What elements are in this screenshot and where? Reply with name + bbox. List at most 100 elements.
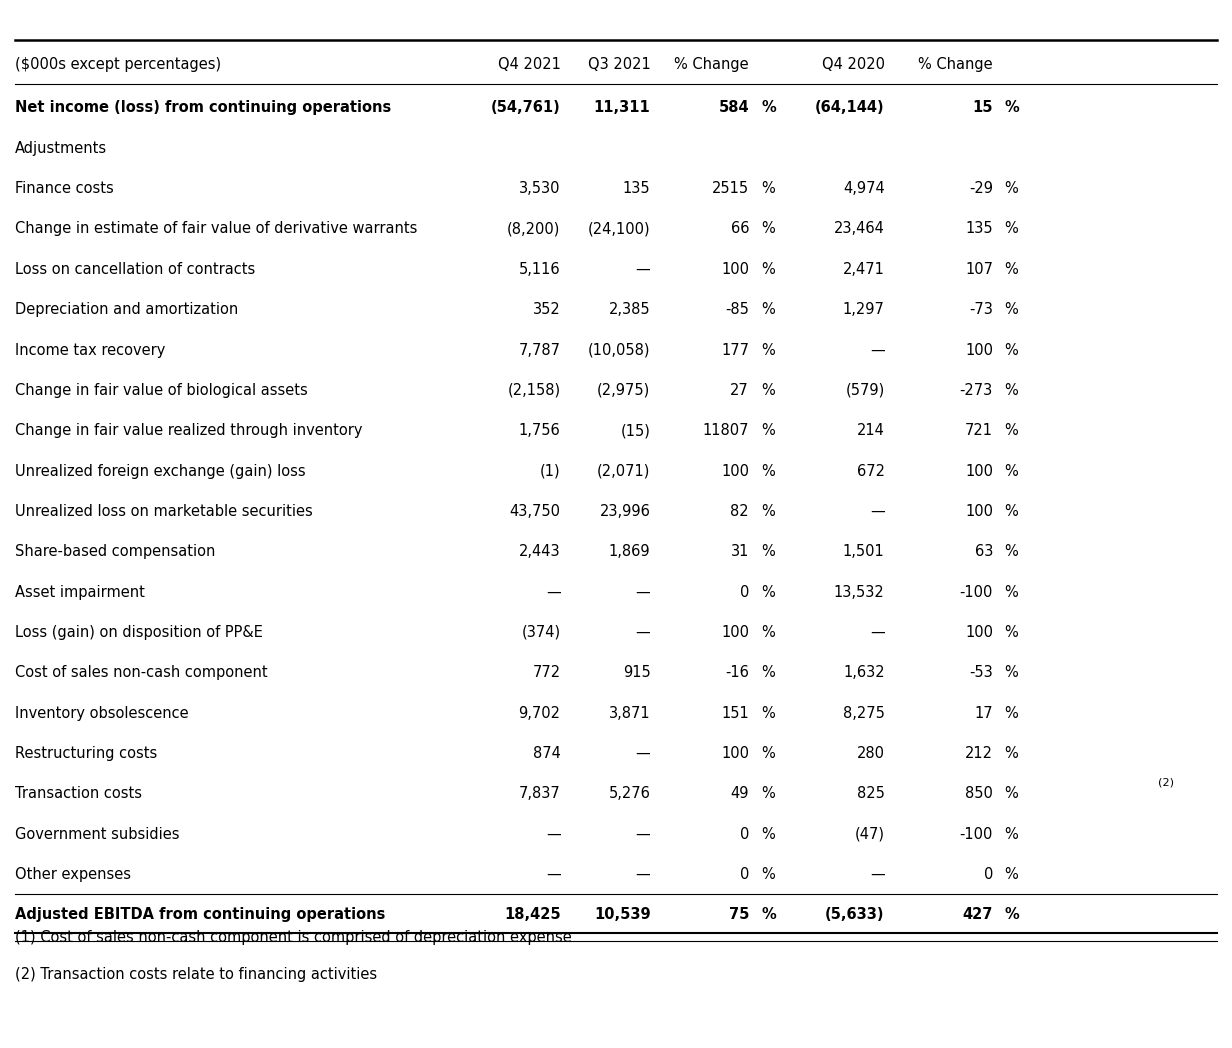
Text: 2515: 2515 — [712, 181, 749, 196]
Text: (10,058): (10,058) — [588, 343, 650, 357]
Text: %: % — [761, 504, 775, 519]
Text: (2): (2) — [1158, 778, 1174, 787]
Text: 721: 721 — [965, 423, 993, 438]
Text: 135: 135 — [623, 181, 650, 196]
Text: —: — — [870, 625, 885, 640]
Text: %: % — [1004, 262, 1018, 277]
Text: (8,200): (8,200) — [508, 221, 561, 237]
Text: Finance costs: Finance costs — [15, 181, 113, 196]
Text: -100: -100 — [960, 585, 993, 599]
Text: 10,539: 10,539 — [594, 908, 650, 922]
Text: 874: 874 — [532, 746, 561, 761]
Text: -85: -85 — [726, 302, 749, 318]
Text: 13,532: 13,532 — [834, 585, 885, 599]
Text: 1,756: 1,756 — [519, 423, 561, 438]
Text: 11807: 11807 — [702, 423, 749, 438]
Text: Loss on cancellation of contracts: Loss on cancellation of contracts — [15, 262, 255, 277]
Text: %: % — [1004, 746, 1018, 761]
Text: 18,425: 18,425 — [504, 908, 561, 922]
Text: 151: 151 — [721, 705, 749, 721]
Text: %: % — [761, 908, 776, 922]
Text: %: % — [1004, 827, 1018, 842]
Text: Government subsidies: Government subsidies — [15, 827, 180, 842]
Text: %: % — [1004, 302, 1018, 318]
Text: %: % — [761, 867, 775, 882]
Text: 214: 214 — [856, 423, 885, 438]
Text: %: % — [761, 302, 775, 318]
Text: (24,100): (24,100) — [588, 221, 650, 237]
Text: (2) Transaction costs relate to financing activities: (2) Transaction costs relate to financin… — [15, 967, 377, 982]
Text: % Change: % Change — [674, 58, 749, 72]
Text: (54,761): (54,761) — [490, 101, 561, 115]
Text: -53: -53 — [970, 665, 993, 680]
Text: 15: 15 — [972, 101, 993, 115]
Text: (47): (47) — [855, 827, 885, 842]
Text: Unrealized loss on marketable securities: Unrealized loss on marketable securities — [15, 504, 313, 519]
Text: %: % — [761, 786, 775, 802]
Text: 0: 0 — [983, 867, 993, 882]
Text: -16: -16 — [726, 665, 749, 680]
Text: Net income (loss) from continuing operations: Net income (loss) from continuing operat… — [15, 101, 391, 115]
Text: 5,116: 5,116 — [519, 262, 561, 277]
Text: 100: 100 — [721, 463, 749, 479]
Text: ($000s except percentages): ($000s except percentages) — [15, 58, 221, 72]
Text: 135: 135 — [966, 221, 993, 237]
Text: 82: 82 — [731, 504, 749, 519]
Text: 9,702: 9,702 — [519, 705, 561, 721]
Text: %: % — [1004, 705, 1018, 721]
Text: %: % — [761, 746, 775, 761]
Text: 1,632: 1,632 — [843, 665, 885, 680]
Text: %: % — [1004, 786, 1018, 802]
Text: 7,787: 7,787 — [519, 343, 561, 357]
Text: 2,443: 2,443 — [519, 544, 561, 560]
Text: %: % — [1004, 463, 1018, 479]
Text: —: — — [546, 867, 561, 882]
Text: (1) Cost of sales non-cash component is comprised of depreciation expense: (1) Cost of sales non-cash component is … — [15, 931, 572, 945]
Text: %: % — [1004, 343, 1018, 357]
Text: Depreciation and amortization: Depreciation and amortization — [15, 302, 238, 318]
Text: 672: 672 — [856, 463, 885, 479]
Text: 31: 31 — [731, 544, 749, 560]
Text: 27: 27 — [731, 383, 749, 398]
Text: 0: 0 — [739, 827, 749, 842]
Text: %: % — [1004, 908, 1019, 922]
Text: 49: 49 — [731, 786, 749, 802]
Text: 100: 100 — [965, 463, 993, 479]
Text: 2,385: 2,385 — [609, 302, 650, 318]
Text: 100: 100 — [965, 504, 993, 519]
Text: %: % — [1004, 867, 1018, 882]
Text: (2,071): (2,071) — [598, 463, 650, 479]
Text: %: % — [1004, 181, 1018, 196]
Text: 915: 915 — [622, 665, 650, 680]
Text: —: — — [636, 827, 650, 842]
Text: —: — — [636, 585, 650, 599]
Text: (374): (374) — [521, 625, 561, 640]
Text: 280: 280 — [856, 746, 885, 761]
Text: Asset impairment: Asset impairment — [15, 585, 144, 599]
Text: %: % — [761, 101, 776, 115]
Text: %: % — [761, 181, 775, 196]
Text: %: % — [761, 423, 775, 438]
Text: Restructuring costs: Restructuring costs — [15, 746, 156, 761]
Text: Loss (gain) on disposition of PP&E: Loss (gain) on disposition of PP&E — [15, 625, 262, 640]
Text: 100: 100 — [721, 625, 749, 640]
Text: 3,530: 3,530 — [519, 181, 561, 196]
Text: —: — — [636, 625, 650, 640]
Text: %: % — [1004, 585, 1018, 599]
Text: -273: -273 — [960, 383, 993, 398]
Text: 8,275: 8,275 — [843, 705, 885, 721]
Text: Q3 2021: Q3 2021 — [588, 58, 650, 72]
Text: %: % — [761, 625, 775, 640]
Text: 0: 0 — [739, 867, 749, 882]
Text: Cost of sales non-cash component: Cost of sales non-cash component — [15, 665, 267, 680]
Text: Q4 2021: Q4 2021 — [498, 58, 561, 72]
Text: %: % — [1004, 101, 1019, 115]
Text: 1,501: 1,501 — [843, 544, 885, 560]
Text: 100: 100 — [965, 625, 993, 640]
Text: —: — — [636, 867, 650, 882]
Text: 7,837: 7,837 — [519, 786, 561, 802]
Text: (15): (15) — [621, 423, 650, 438]
Text: (579): (579) — [845, 383, 885, 398]
Text: 100: 100 — [721, 262, 749, 277]
Text: —: — — [636, 262, 650, 277]
